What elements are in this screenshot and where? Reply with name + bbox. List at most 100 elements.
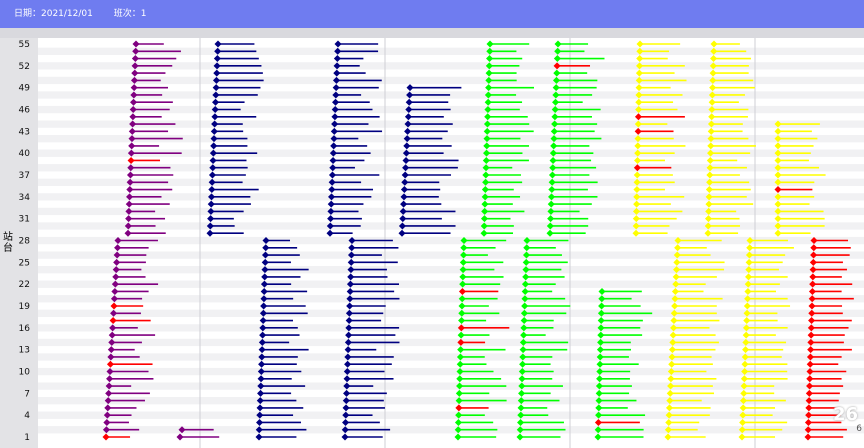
run-marker <box>347 273 355 281</box>
run-marker <box>342 397 350 405</box>
run-marker <box>740 375 748 383</box>
run-marker <box>124 229 132 237</box>
run-marker <box>517 397 525 405</box>
run-marker <box>553 69 561 77</box>
run-marker <box>343 375 351 383</box>
run-marker <box>551 113 559 121</box>
run-marker <box>257 382 265 390</box>
run-marker <box>774 120 782 128</box>
run-marker <box>520 309 528 317</box>
run-marker <box>102 433 110 441</box>
run-marker <box>808 287 816 295</box>
run-marker <box>460 244 468 252</box>
run-marker <box>670 317 678 325</box>
run-marker <box>406 91 414 99</box>
run-marker <box>738 426 746 434</box>
run-marker <box>259 317 267 325</box>
run-marker <box>632 229 640 237</box>
y-tick-label: 19 <box>19 302 31 312</box>
run-marker <box>669 331 677 339</box>
run-marker <box>741 353 749 361</box>
run-marker <box>517 411 525 419</box>
run-marker <box>548 171 556 179</box>
run-marker <box>549 156 557 164</box>
run-marker <box>347 266 355 274</box>
run-marker <box>460 251 468 259</box>
run-marker <box>261 266 269 274</box>
run-marker <box>806 360 814 368</box>
run-marker <box>522 273 530 281</box>
run-marker <box>632 222 640 230</box>
run-marker <box>255 426 263 434</box>
run-marker <box>808 295 816 303</box>
run-marker <box>212 84 220 92</box>
run-marker <box>485 62 493 70</box>
run-marker <box>707 142 715 150</box>
run-marker <box>456 353 464 361</box>
run-marker <box>597 324 605 332</box>
run-marker <box>346 287 354 295</box>
run-marker <box>633 200 641 208</box>
run-marker <box>327 207 335 215</box>
run-marker <box>260 287 268 295</box>
run-marker <box>673 258 681 266</box>
run-marker <box>129 106 137 113</box>
run-marker <box>210 135 218 143</box>
run-marker <box>806 353 814 361</box>
run-marker <box>598 287 606 295</box>
run-marker <box>807 324 815 332</box>
run-marker <box>521 295 529 303</box>
run-marker <box>674 244 682 252</box>
run-marker <box>597 317 605 325</box>
grid-stripe <box>38 76 864 85</box>
run-marker <box>707 127 715 135</box>
run-marker <box>633 171 641 179</box>
run-marker <box>706 156 714 164</box>
run-marker <box>669 338 677 346</box>
grid-stripe <box>38 367 864 376</box>
run-marker <box>481 186 489 194</box>
run-marker <box>125 215 133 223</box>
y-tick-label: 40 <box>19 149 31 159</box>
run-marker <box>333 62 341 70</box>
run-marker <box>634 142 642 150</box>
run-marker <box>486 55 494 63</box>
run-marker <box>457 331 465 339</box>
run-marker <box>635 84 643 92</box>
run-marker <box>547 215 555 223</box>
run-marker <box>333 69 341 77</box>
run-marker <box>634 127 642 135</box>
y-tick-label: 31 <box>19 215 30 225</box>
run-marker <box>710 55 718 63</box>
run-marker <box>708 106 716 113</box>
run-marker <box>595 411 603 419</box>
run-marker <box>128 142 136 150</box>
run-marker <box>402 156 410 164</box>
run-marker <box>105 382 113 390</box>
date-label: 日期：2021/12/01 <box>14 9 93 19</box>
run-marker <box>484 91 492 99</box>
run-marker <box>460 237 468 244</box>
run-marker <box>672 273 680 281</box>
run-marker <box>457 324 465 332</box>
run-marker <box>673 266 681 274</box>
run-marker <box>131 62 139 70</box>
y-tick-label: 46 <box>19 106 31 116</box>
run-marker <box>635 106 643 113</box>
run-marker <box>334 40 342 48</box>
run-marker <box>745 251 753 259</box>
run-marker <box>741 360 749 368</box>
run-marker <box>114 244 122 252</box>
run-marker <box>344 338 352 346</box>
run-marker <box>550 135 558 143</box>
run-marker <box>547 207 555 215</box>
header-bar: 日期：2021/12/01 班次：1 <box>0 0 864 28</box>
run-marker <box>347 258 355 266</box>
run-marker <box>595 389 603 397</box>
run-marker <box>127 156 135 164</box>
run-marker <box>259 331 267 339</box>
run-marker <box>345 331 353 339</box>
run-marker <box>667 368 675 375</box>
run-marker <box>404 113 412 121</box>
run-marker <box>551 120 559 128</box>
